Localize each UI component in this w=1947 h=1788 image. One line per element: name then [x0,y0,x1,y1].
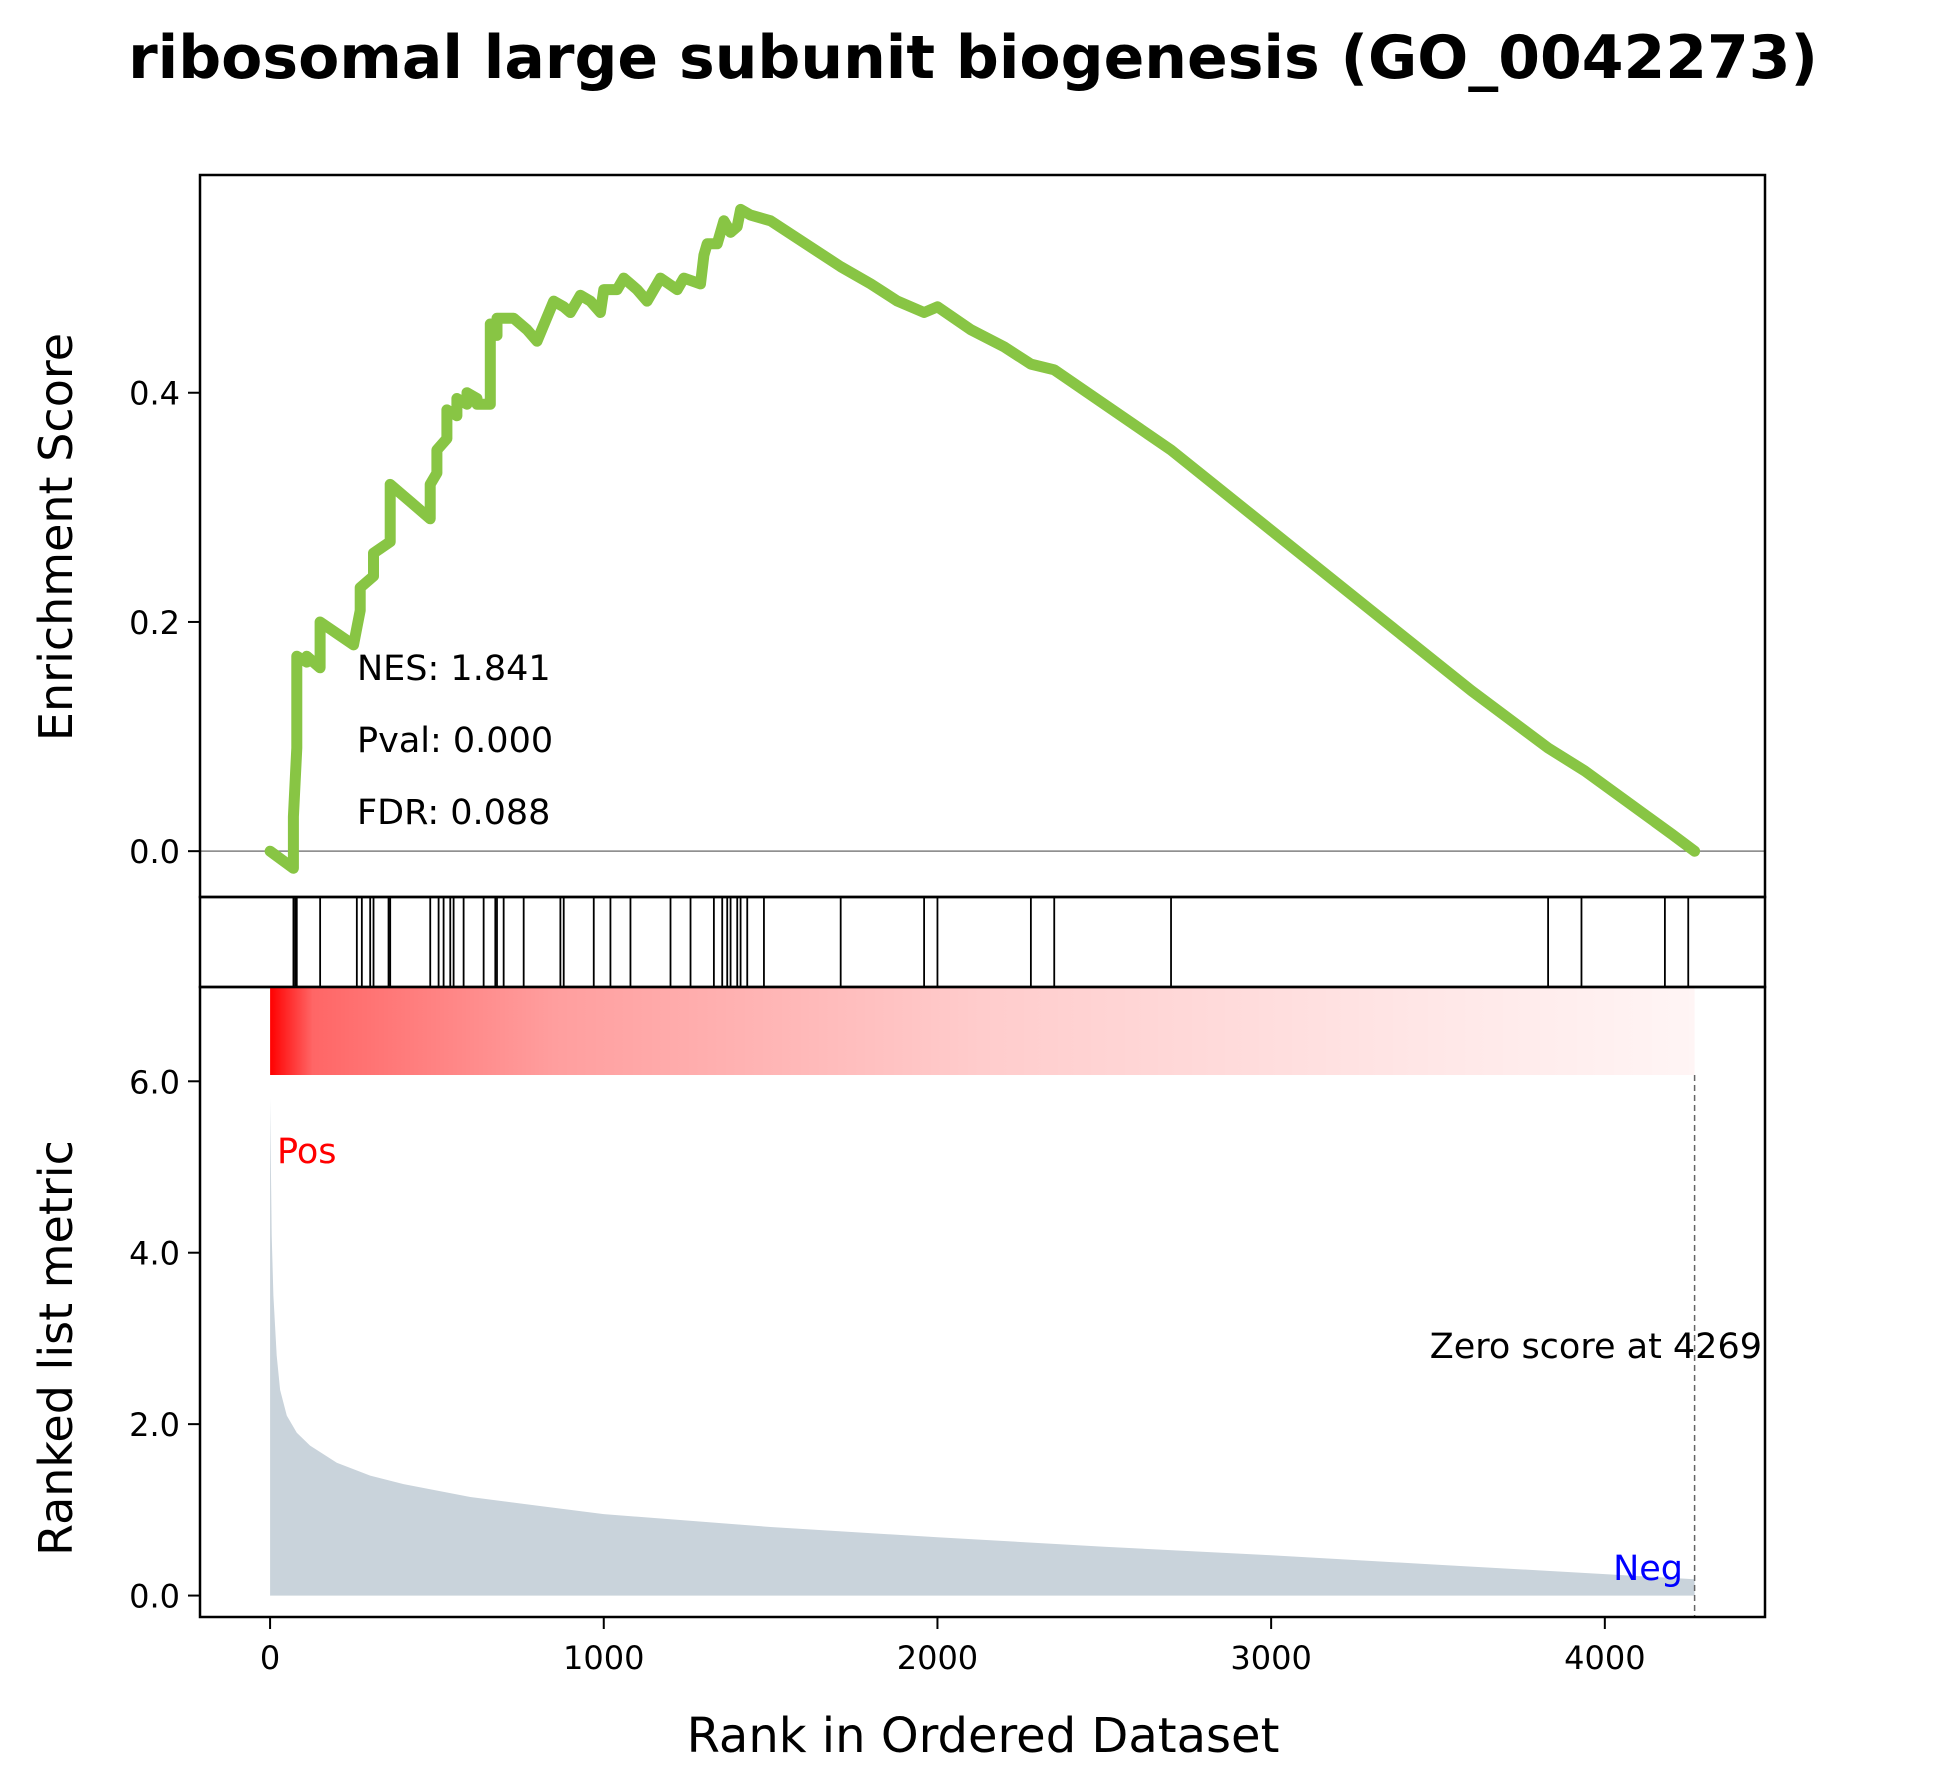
neg-label: Neg [1613,1549,1683,1589]
x-ticks: 0 1000 2000 3000 4000 [260,1617,1646,1677]
xtick-label: 3000 [1230,1639,1311,1677]
es-ytick-label: 0.0 [129,833,180,871]
metric-ytick-label: 0.0 [129,1578,180,1616]
x-axis-label: Rank in Ordered Dataset [687,1708,1280,1764]
metric-y-ticks: 0.0 2.0 4.0 6.0 [129,1063,200,1616]
metric-ylabel: Ranked list metric [29,1140,83,1556]
es-y-ticks: 0.0 0.2 0.4 [129,375,200,871]
metric-frame [198,985,1767,1619]
metric-ytick-label: 2.0 [129,1406,180,1444]
es-frame [198,173,1767,899]
rank-heatmap-strip [270,987,1695,1075]
nes-annotation: NES: 1.841 [357,649,551,689]
es-ytick-label: 0.2 [129,604,180,642]
metric-area [270,1098,1695,1596]
chart-title: ribosomal large subunit biogenesis (GO_0… [128,23,1818,93]
es-curve [264,203,1701,874]
es-ytick-label: 0.4 [129,375,180,413]
zero-score-label: Zero score at 4269 [1430,1327,1762,1367]
xtick-label: 0 [260,1639,280,1677]
es-ylabel: Enrichment Score [29,333,83,741]
hits-panel [198,895,1767,989]
xtick-label: 2000 [897,1639,978,1677]
xtick-label: 4000 [1564,1639,1645,1677]
hit-markers [292,897,1690,987]
pos-label: Pos [277,1132,337,1172]
xtick-label: 1000 [563,1639,644,1677]
es-panel: 0.0 0.2 0.4 Enrichment Score NES: 1.841 Pv… [29,173,1767,899]
fdr-annotation: FDR: 0.088 [357,793,550,833]
hits-frame [198,895,1767,989]
metric-panel: Pos Neg Zero score at 4269 0.02.04.06.0 … [29,985,1767,1764]
pval-annotation: Pval: 0.000 [357,721,553,761]
metric-ytick-label: 6.0 [129,1063,180,1101]
metric-ytick-label: 4.0 [129,1235,180,1273]
